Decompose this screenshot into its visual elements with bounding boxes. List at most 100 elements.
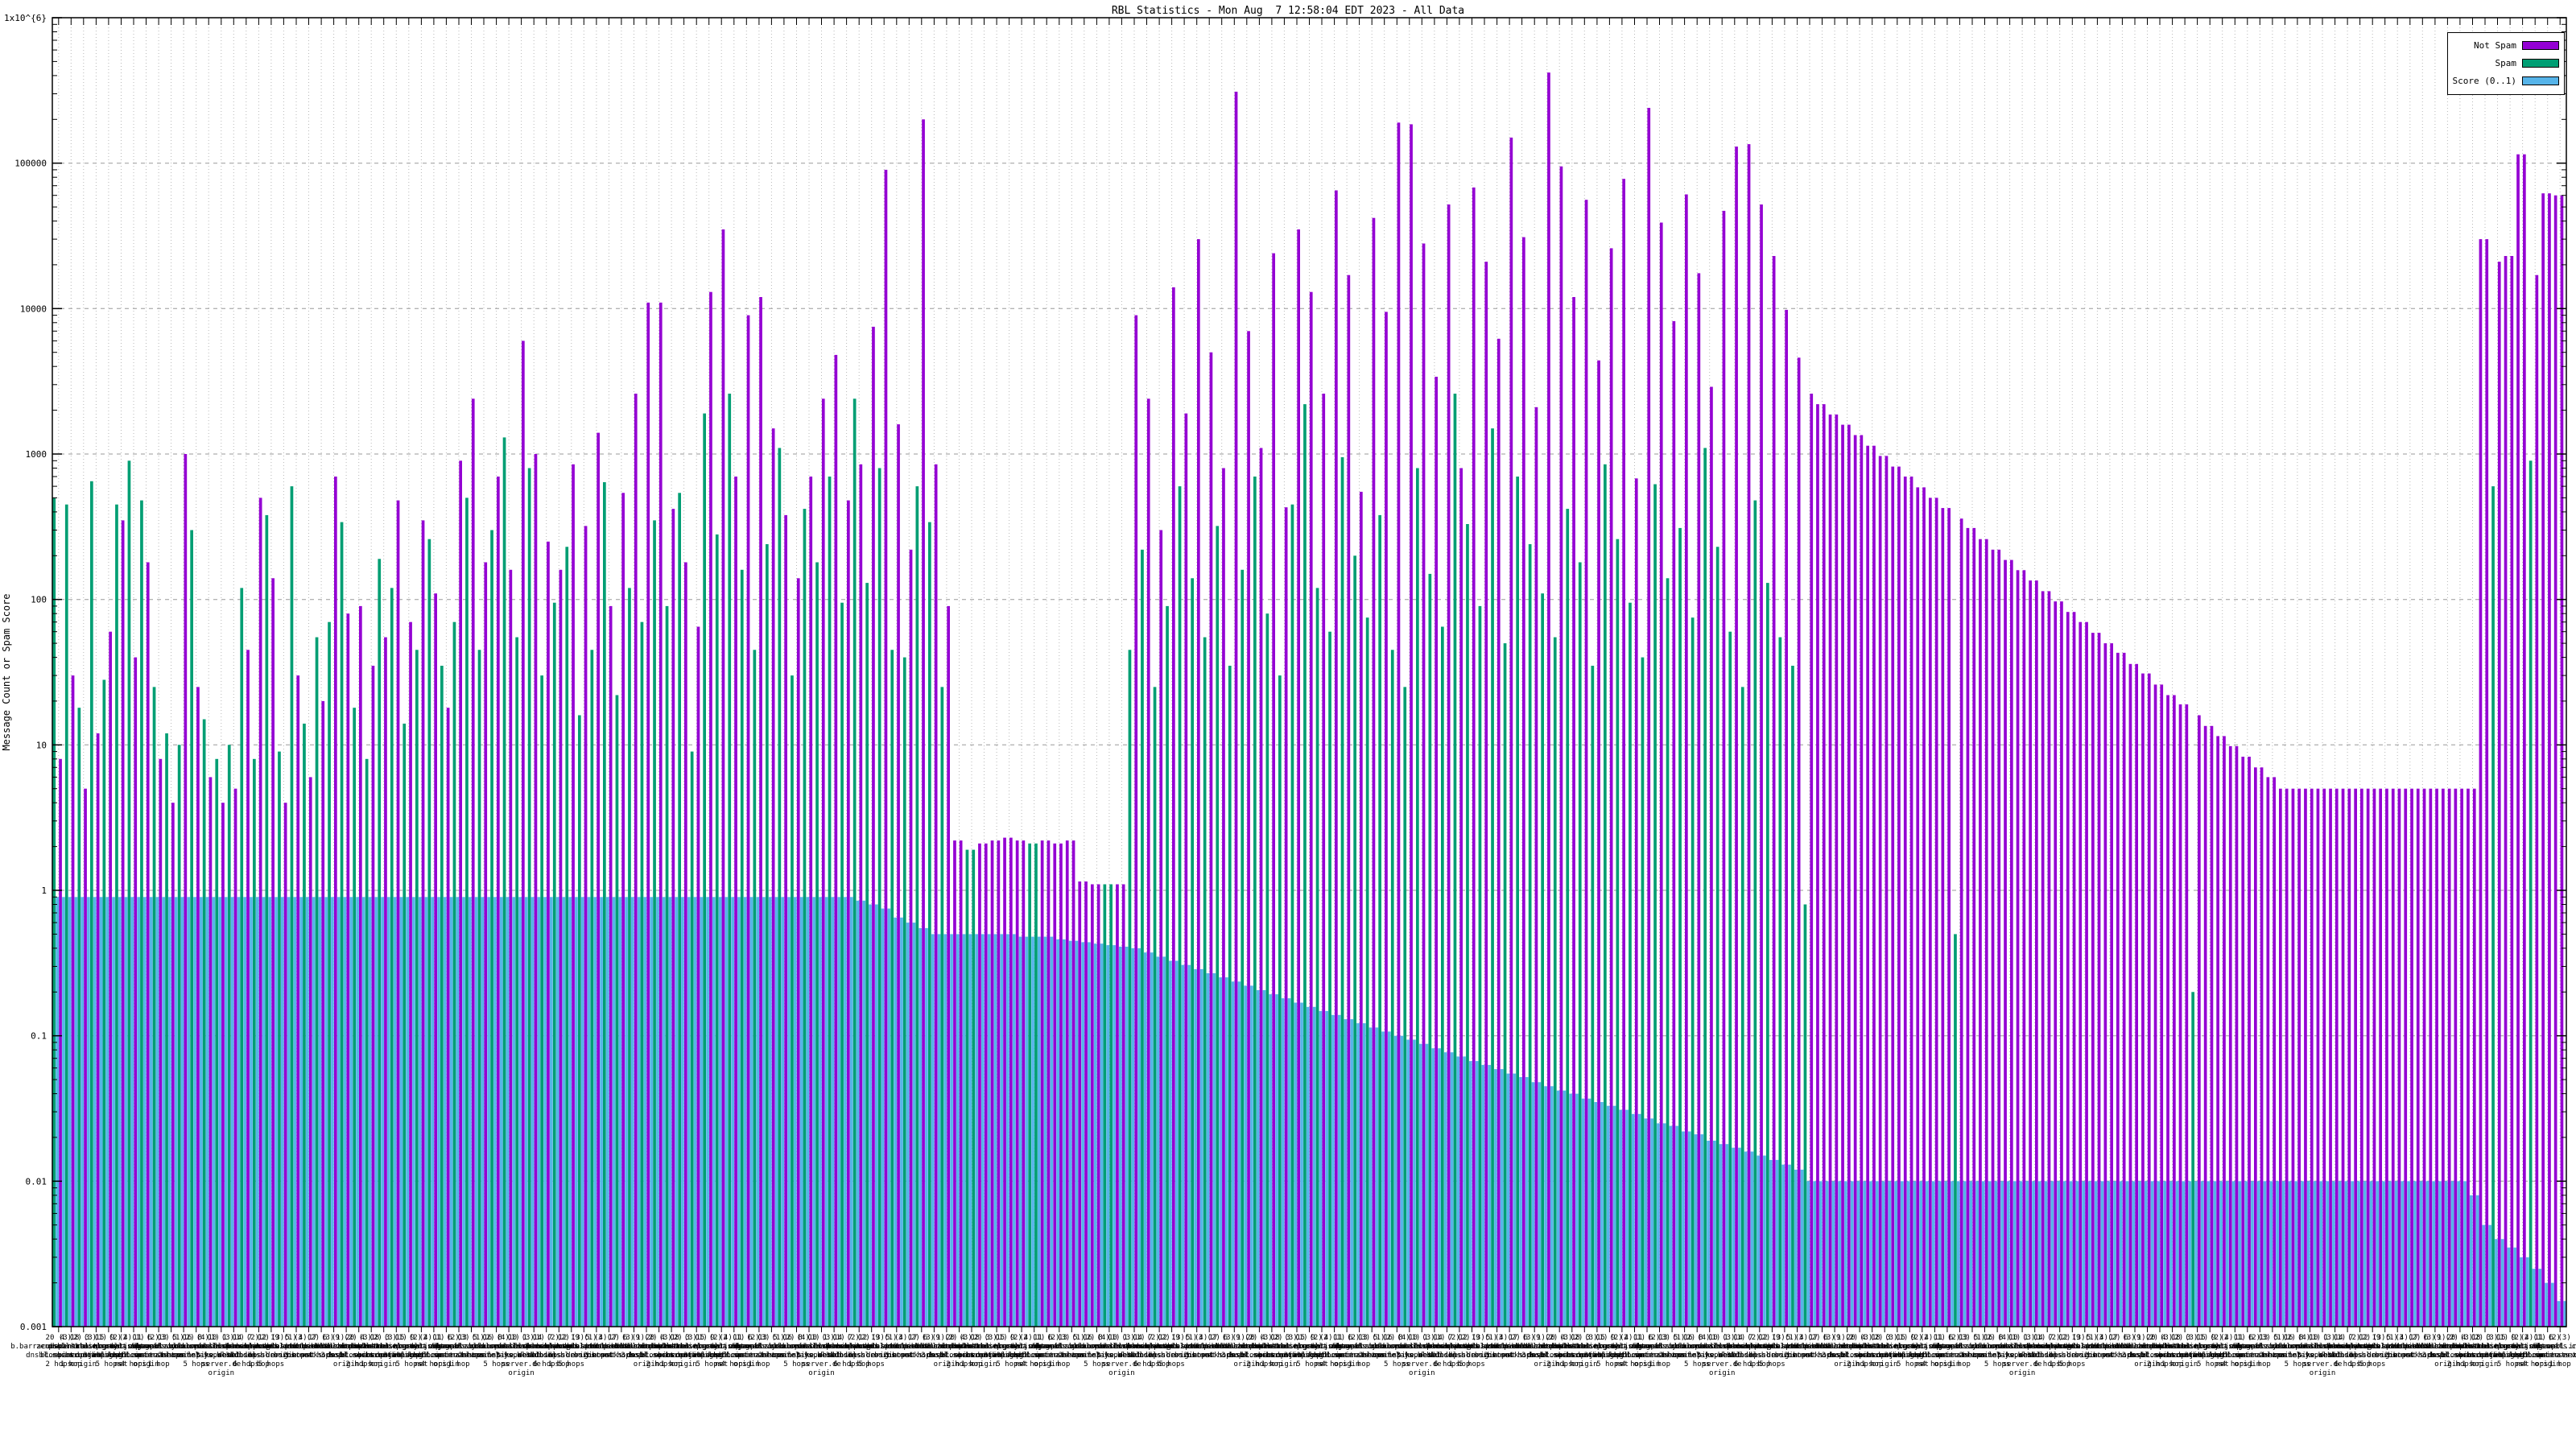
x-tick-label: 13 (1) bogons.cymru.com 2 hops	[737, 1334, 807, 1360]
bar-score	[1350, 1019, 1354, 1327]
bar-not-spam	[2447, 788, 2451, 1327]
x-tick-label: 15 (2) cbl.abuseat.org truncate.gbudb.net 5…	[2471, 1334, 2549, 1368]
bar-score	[312, 897, 316, 1327]
bar-not-spam	[2467, 788, 2470, 1327]
bar-score	[462, 897, 465, 1327]
bar-score	[844, 897, 847, 1327]
bar-spam	[1365, 617, 1369, 1327]
bar-score	[212, 897, 216, 1327]
y-tick-label: 10	[36, 740, 47, 750]
bar-not-spam	[1360, 491, 1363, 1327]
bar-spam	[902, 657, 906, 1327]
x-tick-label: 9 (4) hostkarma.junkemail filter.com net	[2181, 1334, 2264, 1368]
bar-spam	[1604, 464, 1607, 1327]
bar-score	[637, 897, 641, 1327]
bar-score	[2551, 1282, 2554, 1327]
x-tick-label: 1 (1) dnsbl.dronebl.org net	[196, 1334, 270, 1360]
bar-score	[1606, 1105, 1610, 1327]
bar-score	[2319, 1181, 2323, 1327]
bar-spam	[640, 621, 644, 1327]
bar-not-spam	[759, 297, 762, 1327]
bar-not-spam	[2541, 193, 2545, 1327]
bar-not-spam	[1672, 320, 1676, 1327]
x-tick-label: 9 (2) misc.dnsbl.sorbs.net socks.dnsbl.sor…	[1201, 1334, 1293, 1368]
bar-spam	[840, 602, 844, 1327]
bar-score	[656, 897, 659, 1327]
bar-not-spam	[509, 569, 513, 1327]
bar-not-spam	[1172, 287, 1175, 1327]
bar-not-spam	[1797, 357, 1801, 1327]
bar-score	[1957, 1181, 1960, 1327]
bar-score	[1732, 1147, 1735, 1327]
bar-spam	[1141, 549, 1144, 1327]
bar-spam	[678, 493, 681, 1327]
bar-not-spam	[2072, 612, 2076, 1327]
bar-score	[343, 897, 347, 1327]
bar-not-spam	[2010, 559, 2013, 1327]
bar-score	[418, 897, 422, 1327]
bar-not-spam	[2004, 559, 2007, 1327]
bar-score	[1344, 1019, 1348, 1327]
bar-score	[1806, 1181, 1810, 1327]
x-tick-label: 10 (3) korea.services.net relays.bl.kunden…	[482, 1334, 561, 1377]
bar-not-spam	[634, 394, 638, 1327]
bar-not-spam	[2016, 570, 2020, 1327]
bar-not-spam	[2553, 195, 2557, 1327]
bar-not-spam	[2416, 788, 2420, 1327]
bar-not-spam	[59, 758, 62, 1327]
bar-spam	[540, 675, 543, 1327]
bar-score	[250, 897, 253, 1327]
bar-score	[2382, 1181, 2385, 1327]
legend-swatch-not-spam-icon	[2522, 40, 2559, 50]
bar-score	[1456, 1056, 1460, 1327]
bar-score	[1450, 1052, 1454, 1327]
x-tick-label: 15 (2) cbl.abuseat.org truncate.gbudb.net 5…	[1871, 1334, 1950, 1368]
bar-score	[1719, 1144, 1723, 1327]
bar-not-spam	[1647, 108, 1651, 1327]
bar-score	[887, 908, 891, 1327]
bar-spam	[502, 437, 506, 1327]
bar-score	[2407, 1181, 2410, 1327]
bar-not-spam	[1146, 398, 1150, 1327]
legend-swatch-score-icon	[2522, 76, 2559, 85]
bar-not-spam	[1659, 222, 1663, 1327]
x-tick-label: 9 (2) misc.dnsbl.sorbs.net socks.dnsbl.sor…	[300, 1334, 392, 1368]
bar-not-spam	[2223, 736, 2226, 1327]
bar-score	[1975, 1181, 1979, 1327]
bar-not-spam	[1997, 549, 2001, 1327]
x-tick-label: 9 (2) misc.dnsbl.sorbs.net socks.dnsbl.sor…	[601, 1334, 692, 1368]
bar-score	[2294, 1181, 2298, 1327]
bar-score	[62, 897, 65, 1327]
bar-score	[1443, 1052, 1447, 1327]
bar-score	[912, 923, 916, 1327]
bar-score	[2213, 1181, 2217, 1327]
bar-not-spam	[2560, 195, 2564, 1327]
bar-score	[469, 897, 472, 1327]
bar-spam	[565, 547, 569, 1327]
bar-not-spam	[2054, 601, 2058, 1327]
x-tick-label: 12 (3) zombie.dnsbl.sorbs.net dul.dnsbl.so…	[1724, 1334, 1820, 1368]
bar-not-spam	[1297, 229, 1300, 1327]
bar-score	[756, 897, 760, 1327]
bar-not-spam	[1722, 210, 1726, 1327]
bar-score	[1388, 1031, 1391, 1327]
bar-score	[1951, 1181, 1954, 1327]
x-tick-label: 20 (3) b.barracudacentral.org dnsbl.sorbs.…	[611, 1334, 707, 1368]
x-tick-label: 4 (2) zen.spamhaus.org bl.spamcop.net 1 hop	[336, 1334, 407, 1368]
bar-score	[1581, 1098, 1585, 1327]
x-tick-label: 5 (2) spam.dnsbl.anonmails.de net	[134, 1334, 234, 1360]
bar-score	[1713, 1141, 1716, 1327]
bar-score	[74, 897, 78, 1327]
bar-spam	[1803, 904, 1807, 1327]
bar-score	[975, 934, 978, 1327]
bar-spam	[1516, 477, 1519, 1327]
bar-score	[2394, 1181, 2398, 1327]
bar-score	[693, 897, 697, 1327]
bar-score	[1181, 964, 1185, 1327]
bar-not-spam	[1735, 147, 1738, 1327]
bar-score	[2326, 1181, 2329, 1327]
bar-spam	[64, 504, 68, 1327]
bar-spam	[653, 520, 656, 1327]
bar-spam	[753, 650, 757, 1327]
